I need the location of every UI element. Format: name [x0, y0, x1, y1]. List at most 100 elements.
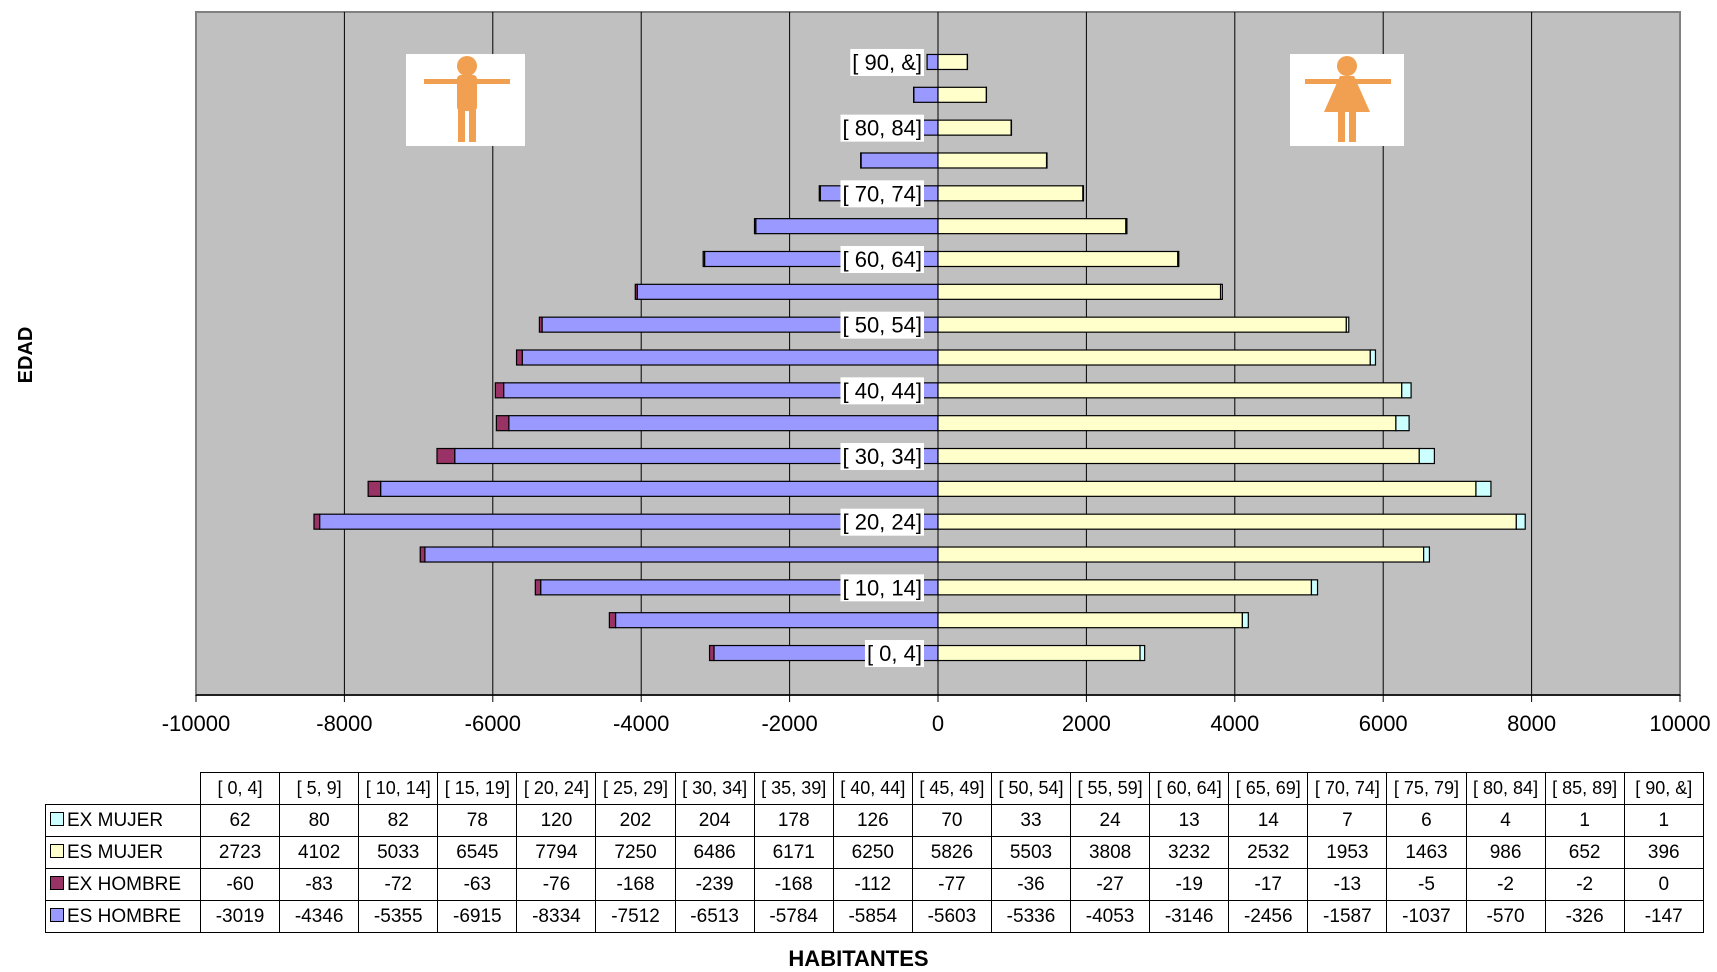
bar-ex-mujer: [1126, 219, 1127, 234]
table-cell: 14: [1229, 805, 1308, 837]
bar-ex-hombre: [496, 416, 508, 431]
x-tick-label: 8000: [1507, 711, 1556, 736]
svg-text:[ 90, &]: [ 90, &]: [852, 50, 922, 75]
bar-ex-mujer: [1370, 350, 1375, 365]
x-tick-label: 0: [932, 711, 944, 736]
table-cell: 7250: [596, 837, 675, 869]
table-cell: -83: [280, 869, 359, 901]
table-cell: 4102: [280, 837, 359, 869]
bar-ex-mujer: [1516, 514, 1525, 529]
table-cell: -147: [1624, 901, 1703, 933]
table-header-cell: [ 10, 14]: [359, 773, 438, 805]
table-cell: 396: [1624, 837, 1703, 869]
bar-ex-mujer: [1311, 580, 1317, 595]
bar-ex-mujer: [1424, 547, 1430, 562]
bar-ex-hombre: [710, 646, 714, 661]
x-tick-label: -6000: [465, 711, 521, 736]
table-header-cell: [ 20, 24]: [517, 773, 596, 805]
legend-swatch: [50, 908, 64, 922]
svg-text:[ 50, 54]: [ 50, 54]: [842, 313, 922, 338]
bar-es-mujer: [938, 153, 1047, 168]
svg-text:[ 70, 74]: [ 70, 74]: [842, 181, 922, 206]
table-header-cell: [ 90, &]: [1624, 773, 1703, 805]
table-header-cell: [ 30, 34]: [675, 773, 754, 805]
bar-es-hombre: [616, 613, 938, 628]
legend-entry: ES HOMBRE: [46, 901, 201, 933]
bar-es-mujer: [938, 120, 1011, 135]
table-cell: -1587: [1308, 901, 1387, 933]
bar-ex-hombre: [609, 613, 615, 628]
x-tick-label: 10000: [1649, 711, 1710, 736]
table-cell: -60: [201, 869, 280, 901]
table-cell: 7794: [517, 837, 596, 869]
bar-ex-hombre: [635, 284, 637, 299]
svg-text:[ 20, 24]: [ 20, 24]: [842, 510, 922, 535]
bar-es-hombre: [914, 87, 938, 102]
bar-es-mujer: [938, 481, 1476, 496]
x-tick-label: 4000: [1210, 711, 1259, 736]
bar-es-mujer: [938, 186, 1083, 201]
age-label: [ 0, 4]: [865, 640, 924, 667]
legend-label: ES HOMBRE: [67, 906, 181, 927]
age-label: [ 10, 14]: [840, 574, 924, 601]
bar-es-mujer: [938, 416, 1396, 431]
bar-es-mujer: [938, 284, 1221, 299]
age-label: [ 30, 34]: [840, 443, 924, 470]
bar-es-mujer: [938, 547, 1424, 562]
y-axis-title: EDAD: [15, 327, 37, 384]
bar-es-mujer: [938, 580, 1311, 595]
age-label: [ 50, 54]: [840, 312, 924, 339]
bar-es-hombre: [927, 54, 938, 69]
table-corner: [46, 773, 201, 805]
bar-ex-mujer: [1221, 284, 1223, 299]
bar-ex-hombre: [535, 580, 540, 595]
table-cell: -570: [1466, 901, 1545, 933]
bar-es-mujer: [938, 383, 1402, 398]
svg-text:[ 40, 44]: [ 40, 44]: [842, 378, 922, 403]
bar-ex-mujer: [1402, 383, 1411, 398]
table-cell: 986: [1466, 837, 1545, 869]
bar-ex-mujer: [1178, 251, 1179, 266]
x-tick-label: -8000: [316, 711, 372, 736]
table-cell: 178: [754, 805, 833, 837]
age-label: [ 20, 24]: [840, 509, 924, 536]
bar-es-hombre: [381, 481, 938, 496]
table-header-cell: [ 70, 74]: [1308, 773, 1387, 805]
bar-es-mujer: [938, 87, 986, 102]
bar-ex-mujer: [1476, 481, 1491, 496]
table-cell: 82: [359, 805, 438, 837]
table-cell: 5033: [359, 837, 438, 869]
bar-es-mujer: [938, 613, 1242, 628]
bar-ex-mujer: [1346, 317, 1348, 332]
legend-swatch: [50, 812, 64, 826]
legend-swatch: [50, 876, 64, 890]
legend-entry: EX MUJER: [46, 805, 201, 837]
table-cell: 7: [1308, 805, 1387, 837]
x-tick-label: 2000: [1062, 711, 1111, 736]
table-header-cell: [ 60, 64]: [1150, 773, 1229, 805]
bar-es-mujer: [938, 54, 967, 69]
table-cell: -13: [1308, 869, 1387, 901]
table-cell: -112: [833, 869, 912, 901]
bar-ex-hombre: [495, 383, 503, 398]
table-cell: -27: [1071, 869, 1150, 901]
table-cell: 1953: [1308, 837, 1387, 869]
table-cell: -326: [1545, 901, 1624, 933]
table-header-cell: [ 35, 39]: [754, 773, 833, 805]
table-cell: 4: [1466, 805, 1545, 837]
table-cell: 202: [596, 805, 675, 837]
legend-label: EX MUJER: [67, 810, 163, 831]
table-cell: -72: [359, 869, 438, 901]
table-cell: 6250: [833, 837, 912, 869]
table-header-cell: [ 0, 4]: [201, 773, 280, 805]
bar-ex-hombre: [437, 449, 455, 464]
table-header-cell: [ 45, 49]: [912, 773, 991, 805]
age-label: [ 90, &]: [850, 49, 924, 76]
table-cell: -5603: [912, 901, 991, 933]
table-cell: 1463: [1387, 837, 1466, 869]
age-label: [ 80, 84]: [840, 115, 924, 142]
bar-ex-hombre: [314, 514, 320, 529]
bar-es-hombre: [861, 153, 938, 168]
bar-ex-hombre: [819, 186, 820, 201]
